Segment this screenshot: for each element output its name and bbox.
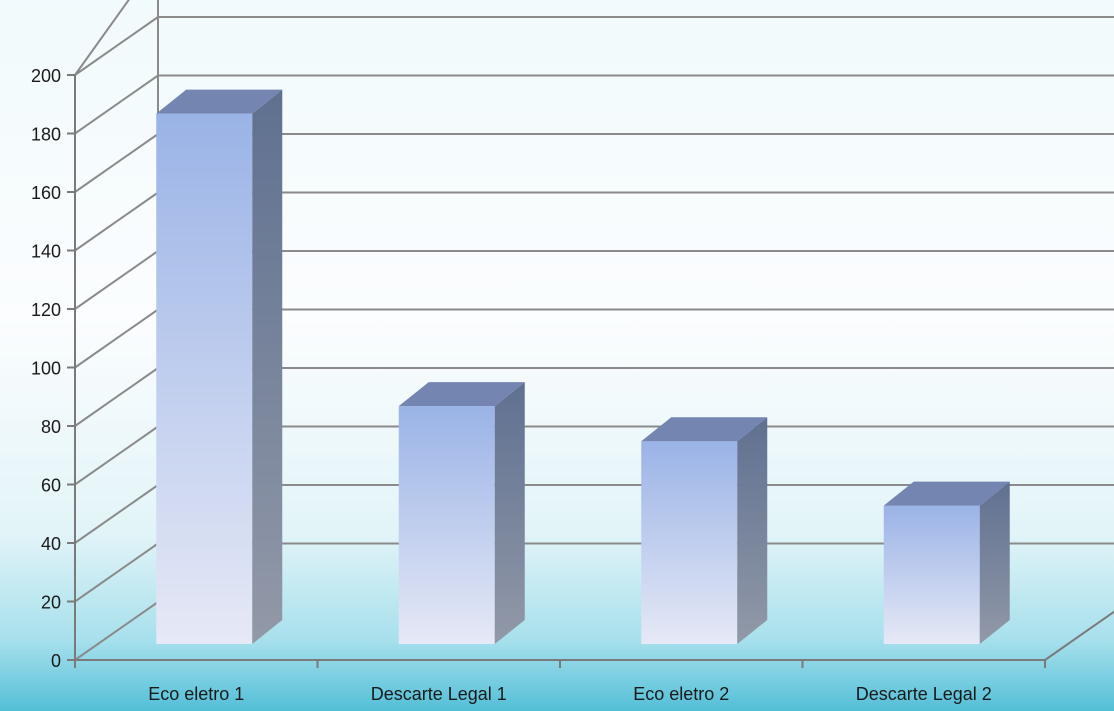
- y-tick-label: 40: [41, 534, 61, 554]
- y-tick-label: 80: [41, 417, 61, 437]
- floor-right-edge: [1044, 610, 1114, 661]
- y-tick-label: 180: [31, 125, 61, 145]
- x-tick-label: Eco eletro 2: [633, 684, 729, 704]
- side-wall-line: [74, 542, 159, 603]
- x-tick-label: Descarte Legal 2: [856, 684, 992, 704]
- bar: [641, 417, 768, 644]
- bar-top-face: [156, 89, 283, 114]
- x-tick-labels: Eco eletro 1 Descarte Legal 1 Eco eletro 2…: [148, 684, 992, 704]
- bar-front-face: [156, 113, 253, 644]
- side-wall-line: [74, 16, 159, 76]
- bar-top-face: [883, 481, 1010, 506]
- bar-side-face: [252, 89, 283, 644]
- side-wall-line: [74, 601, 159, 661]
- side-wall-line: [74, 484, 159, 544]
- bar-side-face: [494, 382, 525, 644]
- side-wall-line: [74, 425, 159, 486]
- bar-front-face: [641, 441, 738, 644]
- y-tick-label: 20: [41, 593, 61, 613]
- y-tick-label: 60: [41, 476, 61, 496]
- y-tick-label: 160: [31, 183, 61, 203]
- side-wall-line: [74, 133, 159, 193]
- y-tick-labels: 0 20 40 60 80 100 120 140 160 180 200: [31, 66, 61, 671]
- bar: [156, 89, 283, 644]
- axes: [67, 74, 1114, 668]
- bars: [156, 89, 1010, 644]
- side-wall-line: [74, 250, 159, 310]
- bar: [883, 481, 1010, 644]
- bar-side-face: [979, 481, 1010, 644]
- x-tick-label: Eco eletro 1: [148, 684, 244, 704]
- y-tick-label: 100: [31, 359, 61, 379]
- bar-side-face: [737, 417, 768, 644]
- bar-top-face: [398, 382, 525, 407]
- side-wall-line: [74, 74, 159, 135]
- x-tick-label: Descarte Legal 1: [371, 684, 507, 704]
- bar-front-face: [398, 406, 495, 644]
- side-wall-line: [74, 367, 159, 427]
- y-tick-label: 120: [31, 300, 61, 320]
- y-tick-label: 0: [51, 651, 61, 671]
- side-wall-line: [74, 308, 159, 369]
- y-tick-label: 140: [31, 242, 61, 262]
- y-tick-label: 200: [31, 66, 61, 86]
- bar-top-face: [641, 417, 768, 442]
- side-wall-line: [74, 0, 130, 76]
- bar-front-face: [883, 505, 980, 644]
- side-wall-line: [74, 191, 159, 252]
- bar: [398, 382, 525, 644]
